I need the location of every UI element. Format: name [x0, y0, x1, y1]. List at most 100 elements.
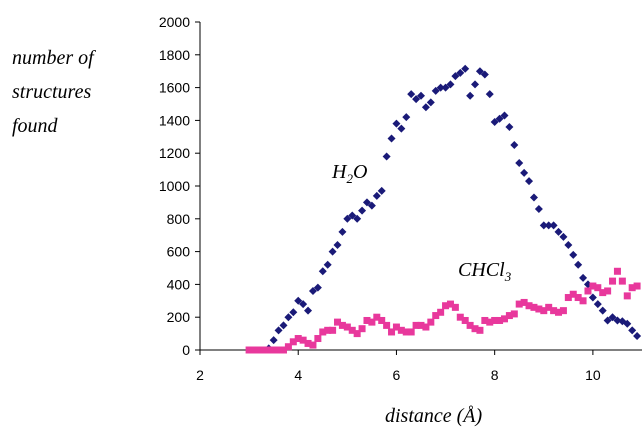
- chcl3-point: [579, 297, 587, 305]
- h2o-point: [377, 186, 386, 195]
- chcl3-point: [245, 346, 253, 354]
- h2o-point: [564, 241, 573, 250]
- h2o-point: [461, 64, 470, 73]
- h2o-point: [593, 300, 602, 309]
- h2o-point: [529, 193, 538, 202]
- chcl3-point: [432, 312, 440, 320]
- chcl3-point: [279, 346, 287, 354]
- chcl3-point: [338, 321, 346, 329]
- chcl3-point: [343, 323, 351, 331]
- chcl3-point: [348, 326, 356, 334]
- chcl3-point: [569, 290, 577, 298]
- chcl3-point: [412, 321, 420, 329]
- h2o-point: [417, 91, 425, 100]
- h2o-point: [466, 91, 475, 100]
- chcl3-point: [574, 294, 582, 302]
- x-tick-label: 6: [393, 367, 401, 383]
- h2o-point: [603, 316, 612, 325]
- h2o-point: [446, 80, 455, 89]
- y-tick-label: 400: [167, 276, 191, 292]
- chcl3-point: [609, 277, 617, 285]
- chcl3-point: [491, 316, 499, 324]
- h2o-point: [485, 90, 494, 99]
- h2o-point: [397, 124, 406, 133]
- h2o-point: [544, 221, 553, 230]
- chcl3-point: [314, 335, 322, 343]
- chcl3-point: [373, 313, 381, 321]
- x-tick-label: 2: [196, 367, 204, 383]
- y-tick-label: 200: [167, 309, 191, 325]
- chcl3-point: [550, 307, 558, 315]
- series-chcl3: [245, 267, 641, 354]
- chcl3-point: [260, 346, 268, 354]
- h2o-point: [304, 306, 313, 315]
- h2o-point: [515, 159, 524, 168]
- chcl3-point: [368, 318, 376, 326]
- chcl3-point: [250, 346, 258, 354]
- chcl3-point: [545, 303, 553, 311]
- h2o-point: [387, 134, 396, 143]
- chcl3-point: [471, 325, 479, 333]
- chcl3-point: [422, 323, 430, 331]
- h2o-point: [328, 247, 337, 256]
- annotation-chcl3: CHCl3: [458, 259, 512, 284]
- h2o-point: [436, 83, 445, 92]
- h2o-point: [382, 152, 391, 161]
- y-tick-label: 800: [167, 211, 191, 227]
- h2o-point: [333, 241, 342, 250]
- chcl3-point: [476, 326, 484, 334]
- chcl3-point: [363, 316, 371, 324]
- h2o-point: [574, 260, 583, 269]
- h2o-point: [284, 313, 293, 322]
- chcl3-point: [309, 341, 317, 349]
- h2o-point: [392, 119, 401, 128]
- h2o-point: [559, 232, 568, 241]
- y-tick-label: 1800: [159, 47, 190, 63]
- h2o-point: [579, 273, 588, 282]
- chcl3-point: [515, 300, 523, 308]
- chcl3-point: [437, 308, 445, 316]
- chcl3-point: [417, 321, 425, 329]
- h2o-point: [456, 68, 465, 77]
- y-tick-label: 2000: [159, 14, 190, 30]
- chcl3-point: [461, 316, 469, 324]
- chcl3-point: [319, 328, 327, 336]
- h2o-point: [294, 296, 303, 305]
- chcl3-point: [446, 300, 454, 308]
- chcl3-point: [613, 267, 621, 275]
- chcl3-point: [392, 323, 400, 331]
- h2o-point: [289, 308, 298, 317]
- h2o-point: [520, 168, 529, 177]
- h2o-point: [426, 98, 435, 107]
- h2o-point: [421, 103, 430, 112]
- chcl3-point: [265, 346, 273, 354]
- h2o-point: [569, 250, 578, 259]
- chcl3-point: [427, 318, 435, 326]
- chcl3-point: [520, 298, 528, 306]
- data-marks: [245, 64, 642, 354]
- h2o-point: [554, 227, 563, 236]
- y-axis-label-line-3: found: [12, 115, 59, 137]
- chcl3-point: [407, 328, 415, 336]
- chcl3-point: [530, 303, 538, 311]
- chcl3-point: [540, 307, 548, 315]
- chcl3-point: [510, 310, 518, 318]
- chcl3-point: [289, 338, 297, 346]
- annotation-h2o-base: H: [331, 161, 348, 183]
- h2o-point: [358, 206, 367, 215]
- chcl3-point: [353, 330, 361, 338]
- h2o-point: [269, 336, 278, 345]
- chcl3-point: [402, 328, 410, 336]
- chcl3-point: [299, 336, 307, 344]
- chcl3-point: [383, 321, 391, 329]
- chcl3-point: [559, 307, 567, 315]
- h2o-point: [431, 86, 440, 95]
- x-axis-label: distance (Å): [385, 405, 483, 427]
- h2o-point: [613, 316, 622, 325]
- chcl3-point: [618, 277, 626, 285]
- chcl3-point: [589, 282, 597, 290]
- chcl3-point: [388, 328, 396, 336]
- chcl3-point: [594, 284, 602, 292]
- y-tick-label: 1200: [159, 145, 190, 161]
- h2o-point: [274, 326, 283, 335]
